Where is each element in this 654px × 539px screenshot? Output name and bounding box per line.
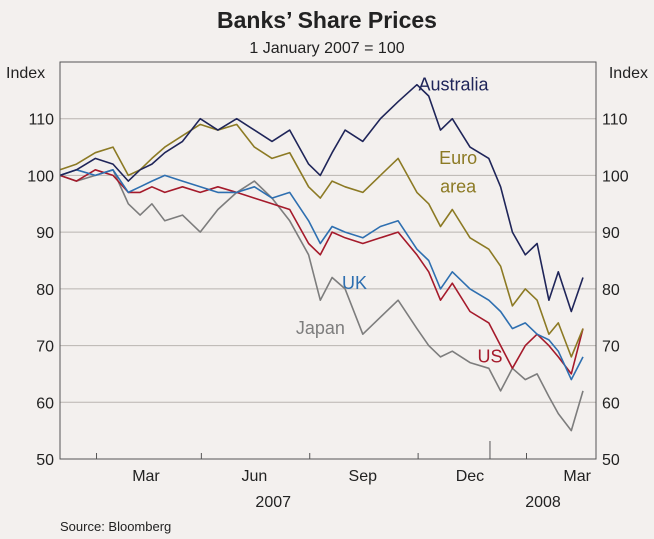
y-tick-left-70: 70 <box>36 339 54 356</box>
annotation-euro: Euro <box>439 148 477 168</box>
y-tick-right-50: 50 <box>602 452 620 469</box>
x-year-label-2007: 2007 <box>255 494 291 511</box>
annotation-us: US <box>477 347 502 367</box>
y-unit-left: Index <box>6 65 45 82</box>
series-line-euro-area <box>59 123 584 358</box>
y-tick-right-110: 110 <box>602 112 628 129</box>
chart-subtitle: 1 January 2007 = 100 <box>249 40 404 57</box>
grid-lines <box>60 118 596 403</box>
y-unit-right: Index <box>609 65 648 82</box>
y-tick-left-90: 90 <box>36 225 54 242</box>
series-line-us <box>59 169 584 375</box>
annotation-uk: UK <box>342 273 367 293</box>
annotation-japan: Japan <box>296 318 345 338</box>
x-year-label-2008: 2008 <box>525 494 561 511</box>
x-tick-sep-3: Sep <box>349 468 378 485</box>
series-line-uk <box>59 169 584 381</box>
x-tick-jun-2: Jun <box>241 468 267 485</box>
y-tick-right-100: 100 <box>602 168 629 185</box>
x-tick-mar-1: Mar <box>132 468 160 485</box>
y-axis-left: 50 60 70 80 90 100 110 <box>27 112 54 469</box>
y-tick-left-60: 60 <box>36 395 54 412</box>
series-annotations: Australia Euro area UK Japan US <box>296 74 503 366</box>
y-tick-left-80: 80 <box>36 282 54 299</box>
x-tick-mar-5: Mar <box>563 468 591 485</box>
y-tick-left-50: 50 <box>36 452 54 469</box>
annotation-area: area <box>440 176 477 196</box>
series-line-japan <box>59 169 584 432</box>
y-axis-right: 50 60 70 80 90 100 110 <box>602 112 629 469</box>
y-tick-right-80: 80 <box>602 282 620 299</box>
y-tick-right-70: 70 <box>602 339 620 356</box>
chart-title: Banks’ Share Prices <box>217 7 437 33</box>
plot-frame <box>59 61 597 460</box>
y-tick-right-90: 90 <box>602 225 620 242</box>
annotation-australia: Australia <box>418 74 489 94</box>
source-note: Source: Bloomberg <box>60 519 171 534</box>
series-lines <box>59 83 584 432</box>
x-axis: Mar Jun Sep Dec Mar 2007 2008 <box>96 441 592 511</box>
series-line-australia <box>59 83 584 313</box>
y-tick-left-110: 110 <box>28 112 54 129</box>
y-tick-right-60: 60 <box>602 395 620 412</box>
y-tick-left-100: 100 <box>27 168 54 185</box>
x-tick-dec-4: Dec <box>456 468 484 485</box>
